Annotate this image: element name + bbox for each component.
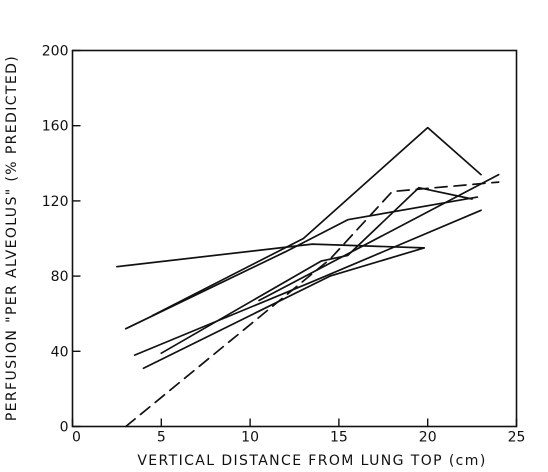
axis-ticks — [71, 49, 518, 428]
y-tick-label: 160 — [42, 119, 69, 135]
plot-frame — [71, 49, 518, 428]
y-tick-label: 80 — [51, 269, 69, 285]
series-layer — [116, 126, 500, 428]
series-line-7 — [258, 173, 500, 302]
y-axis-title: PERFUSION "PER ALVEOLUS" (% PREDICTED) — [4, 55, 20, 421]
y-tick-labels: 0 40 80 120 160 200 — [42, 44, 69, 436]
x-tick-label: 10 — [241, 430, 259, 446]
x-tick-label: 25 — [508, 430, 526, 446]
series-line-4 — [160, 186, 473, 355]
series-line-1 — [116, 243, 425, 268]
series-line-6 — [133, 209, 482, 356]
y-tick-label: 0 — [60, 420, 69, 436]
x-tick-label: 20 — [419, 430, 437, 446]
series-line-2 — [124, 196, 479, 330]
x-tick-label: 0 — [72, 430, 81, 446]
x-tick-labels: 0 5 10 15 20 25 — [72, 430, 525, 446]
series-line-5 — [142, 247, 425, 370]
y-tick-label: 40 — [51, 344, 69, 360]
series-line-3 — [151, 126, 482, 317]
x-tick-label: 15 — [330, 430, 348, 446]
dashed-series-line-8 — [124, 181, 500, 428]
y-tick-label: 200 — [42, 44, 69, 60]
x-axis-title: VERTICAL DISTANCE FROM LUNG TOP (cm) — [137, 453, 486, 469]
y-tick-label: 120 — [42, 194, 69, 210]
x-tick-label: 5 — [157, 430, 166, 446]
